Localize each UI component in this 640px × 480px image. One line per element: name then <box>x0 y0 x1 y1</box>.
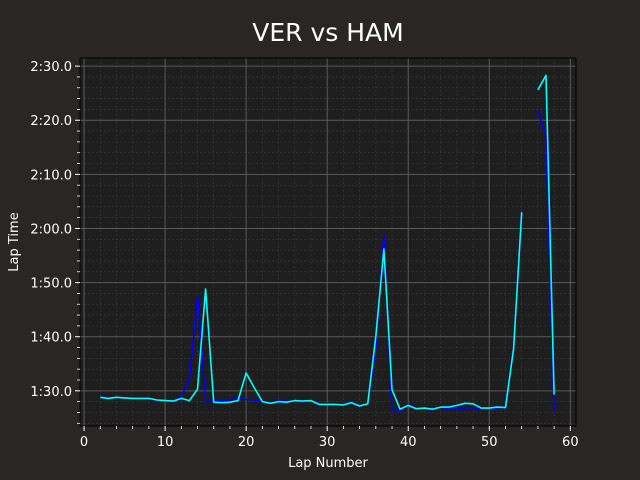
x-axis: 0 10 20 30 40 50 60 <box>80 426 579 450</box>
plot-frame <box>79 57 577 427</box>
y-tick-label: 2:00.0 <box>30 222 72 237</box>
y-axis-label: Lap Time <box>7 212 22 271</box>
x-tick-label: 40 <box>400 435 417 450</box>
x-axis-label: Lap Number <box>288 456 368 471</box>
y-tick-label: 2:20.0 <box>30 114 72 129</box>
y-tick-label: 1:30.0 <box>30 385 72 400</box>
x-tick-label: 20 <box>238 435 255 450</box>
y-tick-label: 1:40.0 <box>30 331 72 346</box>
y-tick-label: 2:30.0 <box>30 60 72 75</box>
x-tick-label: 0 <box>80 435 88 450</box>
plot-area <box>80 58 576 426</box>
x-tick-label: 30 <box>319 435 336 450</box>
chart-title: VER vs HAM <box>252 18 403 47</box>
x-tick-label: 50 <box>481 435 498 450</box>
series-line-2 <box>100 74 555 410</box>
x-tick-label: 60 <box>562 435 579 450</box>
y-tick-label: 2:10.0 <box>30 168 72 183</box>
major-grid <box>80 58 576 426</box>
y-tick-label: 1:50.0 <box>30 277 72 292</box>
minor-grid <box>80 58 576 426</box>
x-tick-label: 10 <box>157 435 174 450</box>
y-axis: 1:30.0 1:40.0 1:50.0 2:00.0 2:10.0 2:20.0 2:30… <box>30 60 80 424</box>
series-layer <box>100 74 555 413</box>
